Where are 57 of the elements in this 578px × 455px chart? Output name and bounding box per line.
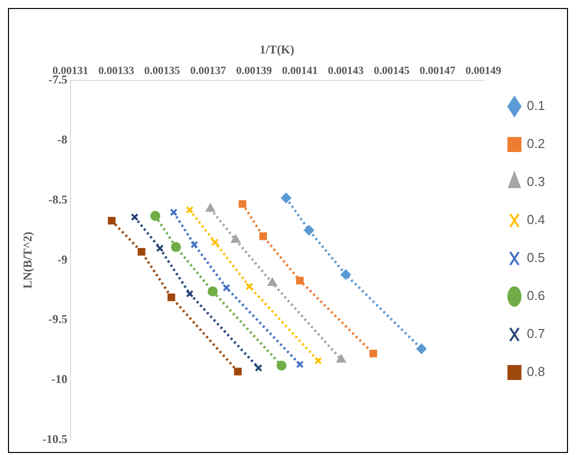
point [304,225,314,236]
x-tick-label: 0.00137 [190,64,226,77]
point [231,234,240,243]
y-tick-label: -9 [57,252,68,266]
y-tick-label: -10 [51,372,68,386]
point [138,248,146,256]
x-axis-title: 1/T(K) [260,42,294,56]
point [296,360,304,368]
y-axis-title: LN(B/T^2) [20,232,34,289]
point [254,364,262,372]
point [416,344,426,354]
legend-label: 0.8 [526,364,546,380]
legend-label: 0.2 [526,136,546,152]
legend-label: 0.7 [526,326,546,342]
point [314,356,322,365]
point [369,350,378,358]
point [246,282,254,290]
legend-label: 0.6 [526,288,546,304]
point [206,204,215,212]
legend-label: 0.3 [526,174,546,190]
y-tick-label: -10.5 [42,432,68,446]
legend-label: 0.1 [526,98,546,114]
point [208,286,218,296]
point [222,284,230,292]
x-tick-label: 0.00133 [98,64,135,77]
y-tick-label: -9.5 [48,312,68,326]
point [340,270,351,280]
point [276,360,286,371]
point [186,290,194,298]
point [108,216,116,225]
x-tick-label: 0.00147 [420,64,456,77]
x-tick-label: 0.00149 [466,64,502,77]
point [130,213,138,221]
point [186,206,194,214]
legend-label: 0.5 [526,250,546,266]
y-tick-label: -8.5 [48,192,68,206]
point [170,208,178,216]
point [281,192,292,203]
x-tick-label: 0.00135 [144,64,181,77]
x-tick-label: 0.00141 [282,64,318,77]
point [268,278,277,286]
point [150,210,160,221]
x-tick-label: 0.00145 [374,64,410,77]
y-tick-label: -8 [57,132,68,147]
x-tick-label: 0.00143 [328,64,364,77]
point [238,200,246,208]
x-tick-label: 0.00139 [236,64,272,77]
point [211,238,219,246]
legend-label: 0.4 [526,212,546,228]
point [156,244,164,252]
point [336,354,346,363]
point [190,240,198,248]
point [296,276,304,284]
point [168,293,176,302]
point [234,368,242,376]
point [170,242,181,252]
point [259,232,267,240]
